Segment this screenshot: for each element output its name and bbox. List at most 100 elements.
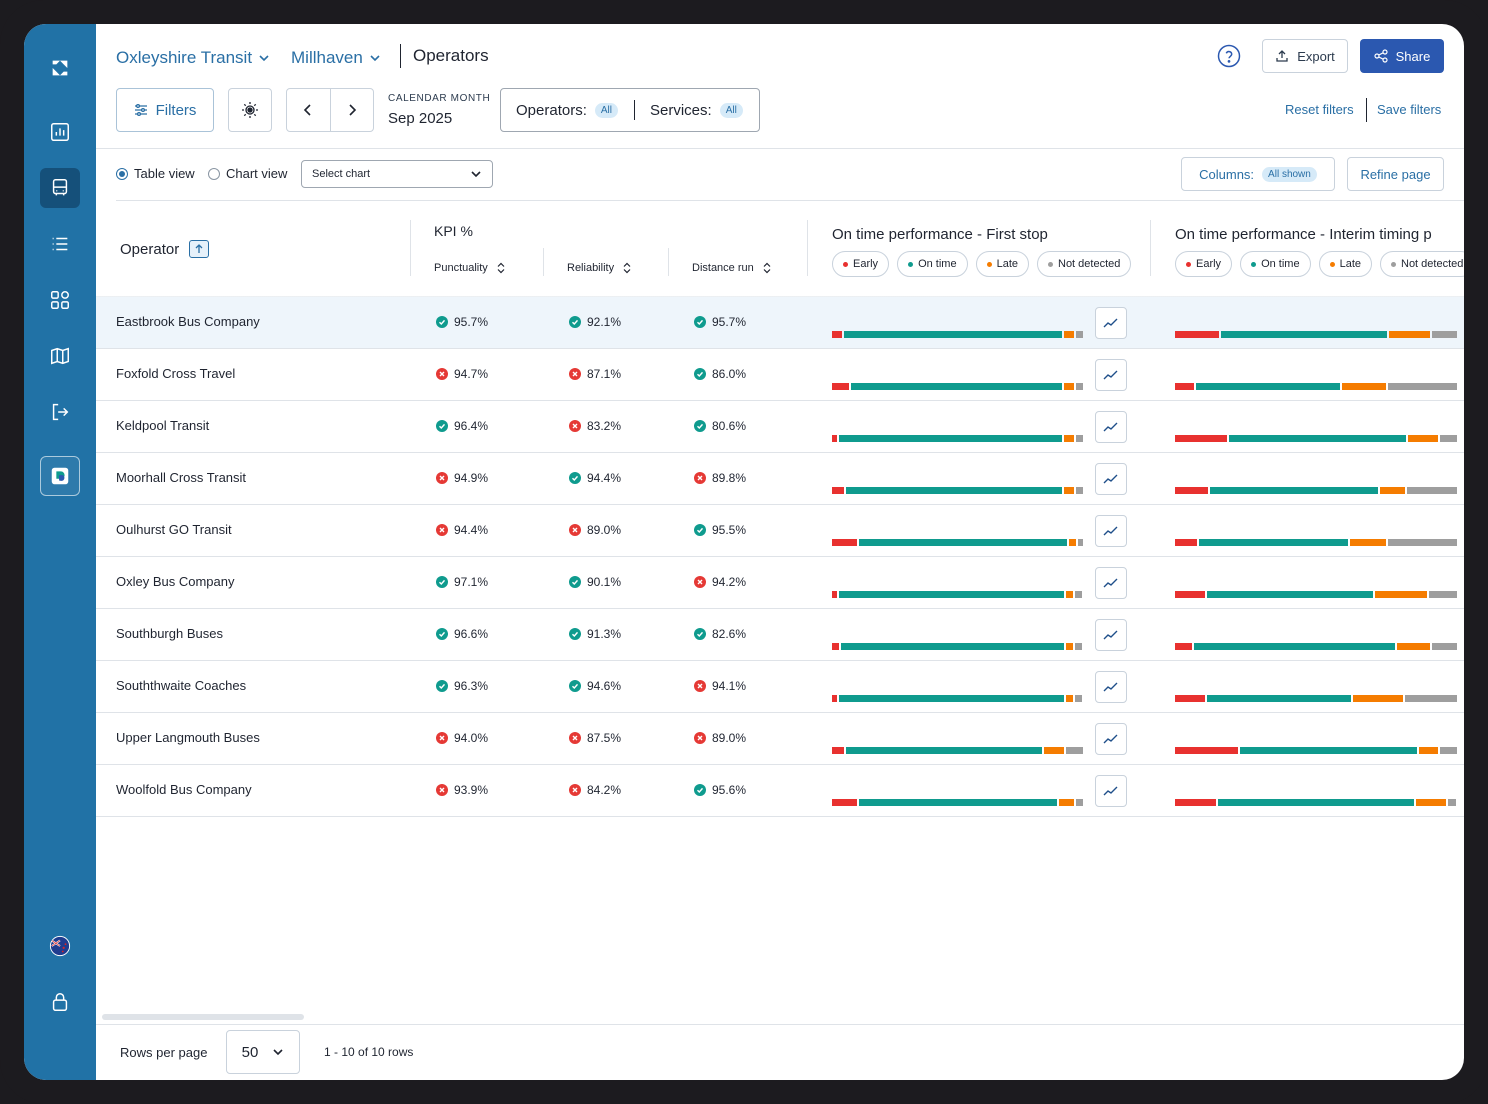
logo-icon[interactable] [40, 48, 80, 88]
help-icon[interactable] [1217, 44, 1241, 68]
cross-circle-icon [569, 420, 581, 432]
legend-early[interactable]: Early [1175, 251, 1233, 277]
trend-chart-button[interactable] [1095, 463, 1127, 495]
otp-first-stop-bar[interactable] [832, 383, 1083, 390]
breadcrumb-region[interactable]: Millhaven [291, 46, 381, 70]
operator-column-header[interactable]: Operator [120, 240, 210, 258]
table-row[interactable]: Keldpool Transit 96.4% 83.2% 80.6% [96, 401, 1464, 453]
widgets-icon[interactable] [40, 280, 80, 320]
otp-first-stop-bar[interactable] [832, 591, 1083, 598]
filters-button[interactable]: Filters [116, 88, 214, 132]
otp-interim-bar[interactable] [1175, 591, 1457, 598]
bus-icon[interactable] [40, 168, 80, 208]
table-row[interactable]: Upper Langmouth Buses 94.0% 87.5% 89.0% [96, 713, 1464, 765]
otp-interim-bar[interactable] [1175, 799, 1457, 806]
otp-interim-bar[interactable] [1175, 747, 1457, 754]
legend-on-time[interactable]: On time [1240, 251, 1311, 277]
kpi-value: 94.4% [587, 471, 622, 485]
otp-first-stop-bar[interactable] [832, 799, 1083, 806]
trend-chart-button[interactable] [1095, 567, 1127, 599]
trend-chart-button[interactable] [1095, 307, 1127, 339]
operator-name[interactable]: Oxley Bus Company [116, 574, 235, 589]
otp-interim-bar[interactable] [1175, 539, 1457, 546]
otp-first-stop-bar[interactable] [832, 539, 1083, 546]
operator-name[interactable]: Moorhall Cross Transit [116, 470, 247, 485]
punctuality-column-header[interactable]: Punctuality [434, 262, 506, 274]
refine-page-button[interactable]: Refine page [1347, 157, 1444, 191]
table-row[interactable]: Moorhall Cross Transit 94.9% 94.4% 89.8% [96, 453, 1464, 505]
operator-name[interactable]: Woolfold Bus Company [116, 782, 252, 797]
distance-run-column-header[interactable]: Distance run [692, 262, 772, 274]
table-row[interactable]: Foxfold Cross Travel 94.7% 87.1% 86.0% [96, 349, 1464, 401]
otp-interim-bar[interactable] [1175, 331, 1457, 338]
theme-toggle-button[interactable] [228, 88, 272, 132]
table-row[interactable]: Oxley Bus Company 97.1% 90.1% 94.2% [96, 557, 1464, 609]
otp-first-stop-bar[interactable] [832, 747, 1083, 754]
legend-on-time[interactable]: On time [897, 251, 968, 277]
operator-name[interactable]: Southburgh Buses [116, 626, 223, 641]
scope-filter[interactable]: Operators: All Services: All [500, 88, 760, 132]
otp-first-stop-bar[interactable] [832, 435, 1083, 442]
sort-ascending-icon[interactable] [189, 240, 210, 258]
table-row[interactable]: Woolfold Bus Company 93.9% 84.2% 95.6% [96, 765, 1464, 817]
trend-chart-button[interactable] [1095, 619, 1127, 651]
punctuality-header-label: Punctuality [434, 262, 488, 274]
app-icon[interactable] [40, 456, 80, 496]
table-view-radio[interactable]: Table view [116, 166, 195, 181]
share-button[interactable]: Share [1360, 39, 1444, 73]
legend-early[interactable]: Early [832, 251, 890, 277]
rows-per-page-select[interactable]: 50 [226, 1030, 300, 1074]
chart-view-radio[interactable]: Chart view [208, 166, 287, 181]
bar-segment [1175, 331, 1219, 338]
horizontal-scrollbar[interactable] [102, 1014, 304, 1020]
kpi-value: 96.4% [454, 419, 489, 433]
legend-late[interactable]: Late [1318, 251, 1372, 277]
legend-not-detected[interactable]: Not detected [1380, 251, 1464, 277]
map-icon[interactable] [40, 336, 80, 376]
reports-icon[interactable] [40, 112, 80, 152]
otp-first-stop-bar[interactable] [832, 695, 1083, 702]
otp-interim-bar[interactable] [1175, 487, 1457, 494]
reset-filters-link[interactable]: Reset filters [1285, 102, 1354, 117]
reliability-column-header[interactable]: Reliability [567, 262, 632, 274]
trend-chart-button[interactable] [1095, 411, 1127, 443]
trend-chart-button[interactable] [1095, 723, 1127, 755]
trend-chart-button[interactable] [1095, 515, 1127, 547]
list-icon[interactable] [40, 224, 80, 264]
table-row[interactable]: Eastbrook Bus Company 95.7% 92.1% 95.7% [96, 297, 1464, 349]
breadcrumb-organisation[interactable]: Oxleyshire Transit [116, 46, 270, 70]
table-row[interactable]: Souththwaite Coaches 96.3% 94.6% 94.1% [96, 661, 1464, 713]
otp-first-stop-bar[interactable] [832, 331, 1083, 338]
legend-late[interactable]: Late [975, 251, 1029, 277]
otp-interim-bar[interactable] [1175, 383, 1457, 390]
trend-chart-button[interactable] [1095, 775, 1127, 807]
operators-filter[interactable]: Operators: All [501, 102, 618, 119]
otp-first-stop-bar[interactable] [832, 487, 1083, 494]
table-row[interactable]: Oulhurst GO Transit 94.4% 89.0% 95.5% [96, 505, 1464, 557]
previous-period-button[interactable] [287, 89, 330, 131]
otp-interim-bar[interactable] [1175, 435, 1457, 442]
trend-chart-button[interactable] [1095, 671, 1127, 703]
services-filter[interactable]: Services: All [635, 102, 743, 119]
operator-name[interactable]: Eastbrook Bus Company [116, 314, 260, 329]
operator-name[interactable]: Oulhurst GO Transit [116, 522, 232, 537]
flag-icon[interactable] [40, 926, 80, 966]
logout-icon[interactable] [40, 392, 80, 432]
lock-icon[interactable] [40, 982, 80, 1022]
operator-name[interactable]: Foxfold Cross Travel [116, 366, 236, 381]
operator-name[interactable]: Keldpool Transit [116, 418, 210, 433]
kpi-value: 82.6% [712, 627, 747, 641]
legend-not-detected[interactable]: Not detected [1037, 251, 1132, 277]
otp-first-stop-bar[interactable] [832, 643, 1083, 650]
operator-name[interactable]: Souththwaite Coaches [116, 678, 247, 693]
operator-name[interactable]: Upper Langmouth Buses [116, 730, 260, 745]
columns-button[interactable]: Columns: All shown [1181, 157, 1335, 191]
otp-interim-bar[interactable] [1175, 643, 1457, 650]
export-button[interactable]: Export [1262, 39, 1348, 73]
next-period-button[interactable] [329, 89, 373, 131]
save-filters-link[interactable]: Save filters [1377, 102, 1442, 117]
select-chart-dropdown[interactable]: Select chart [301, 160, 493, 188]
trend-chart-button[interactable] [1095, 359, 1127, 391]
otp-interim-bar[interactable] [1175, 695, 1457, 702]
table-row[interactable]: Southburgh Buses 96.6% 91.3% 82.6% [96, 609, 1464, 661]
